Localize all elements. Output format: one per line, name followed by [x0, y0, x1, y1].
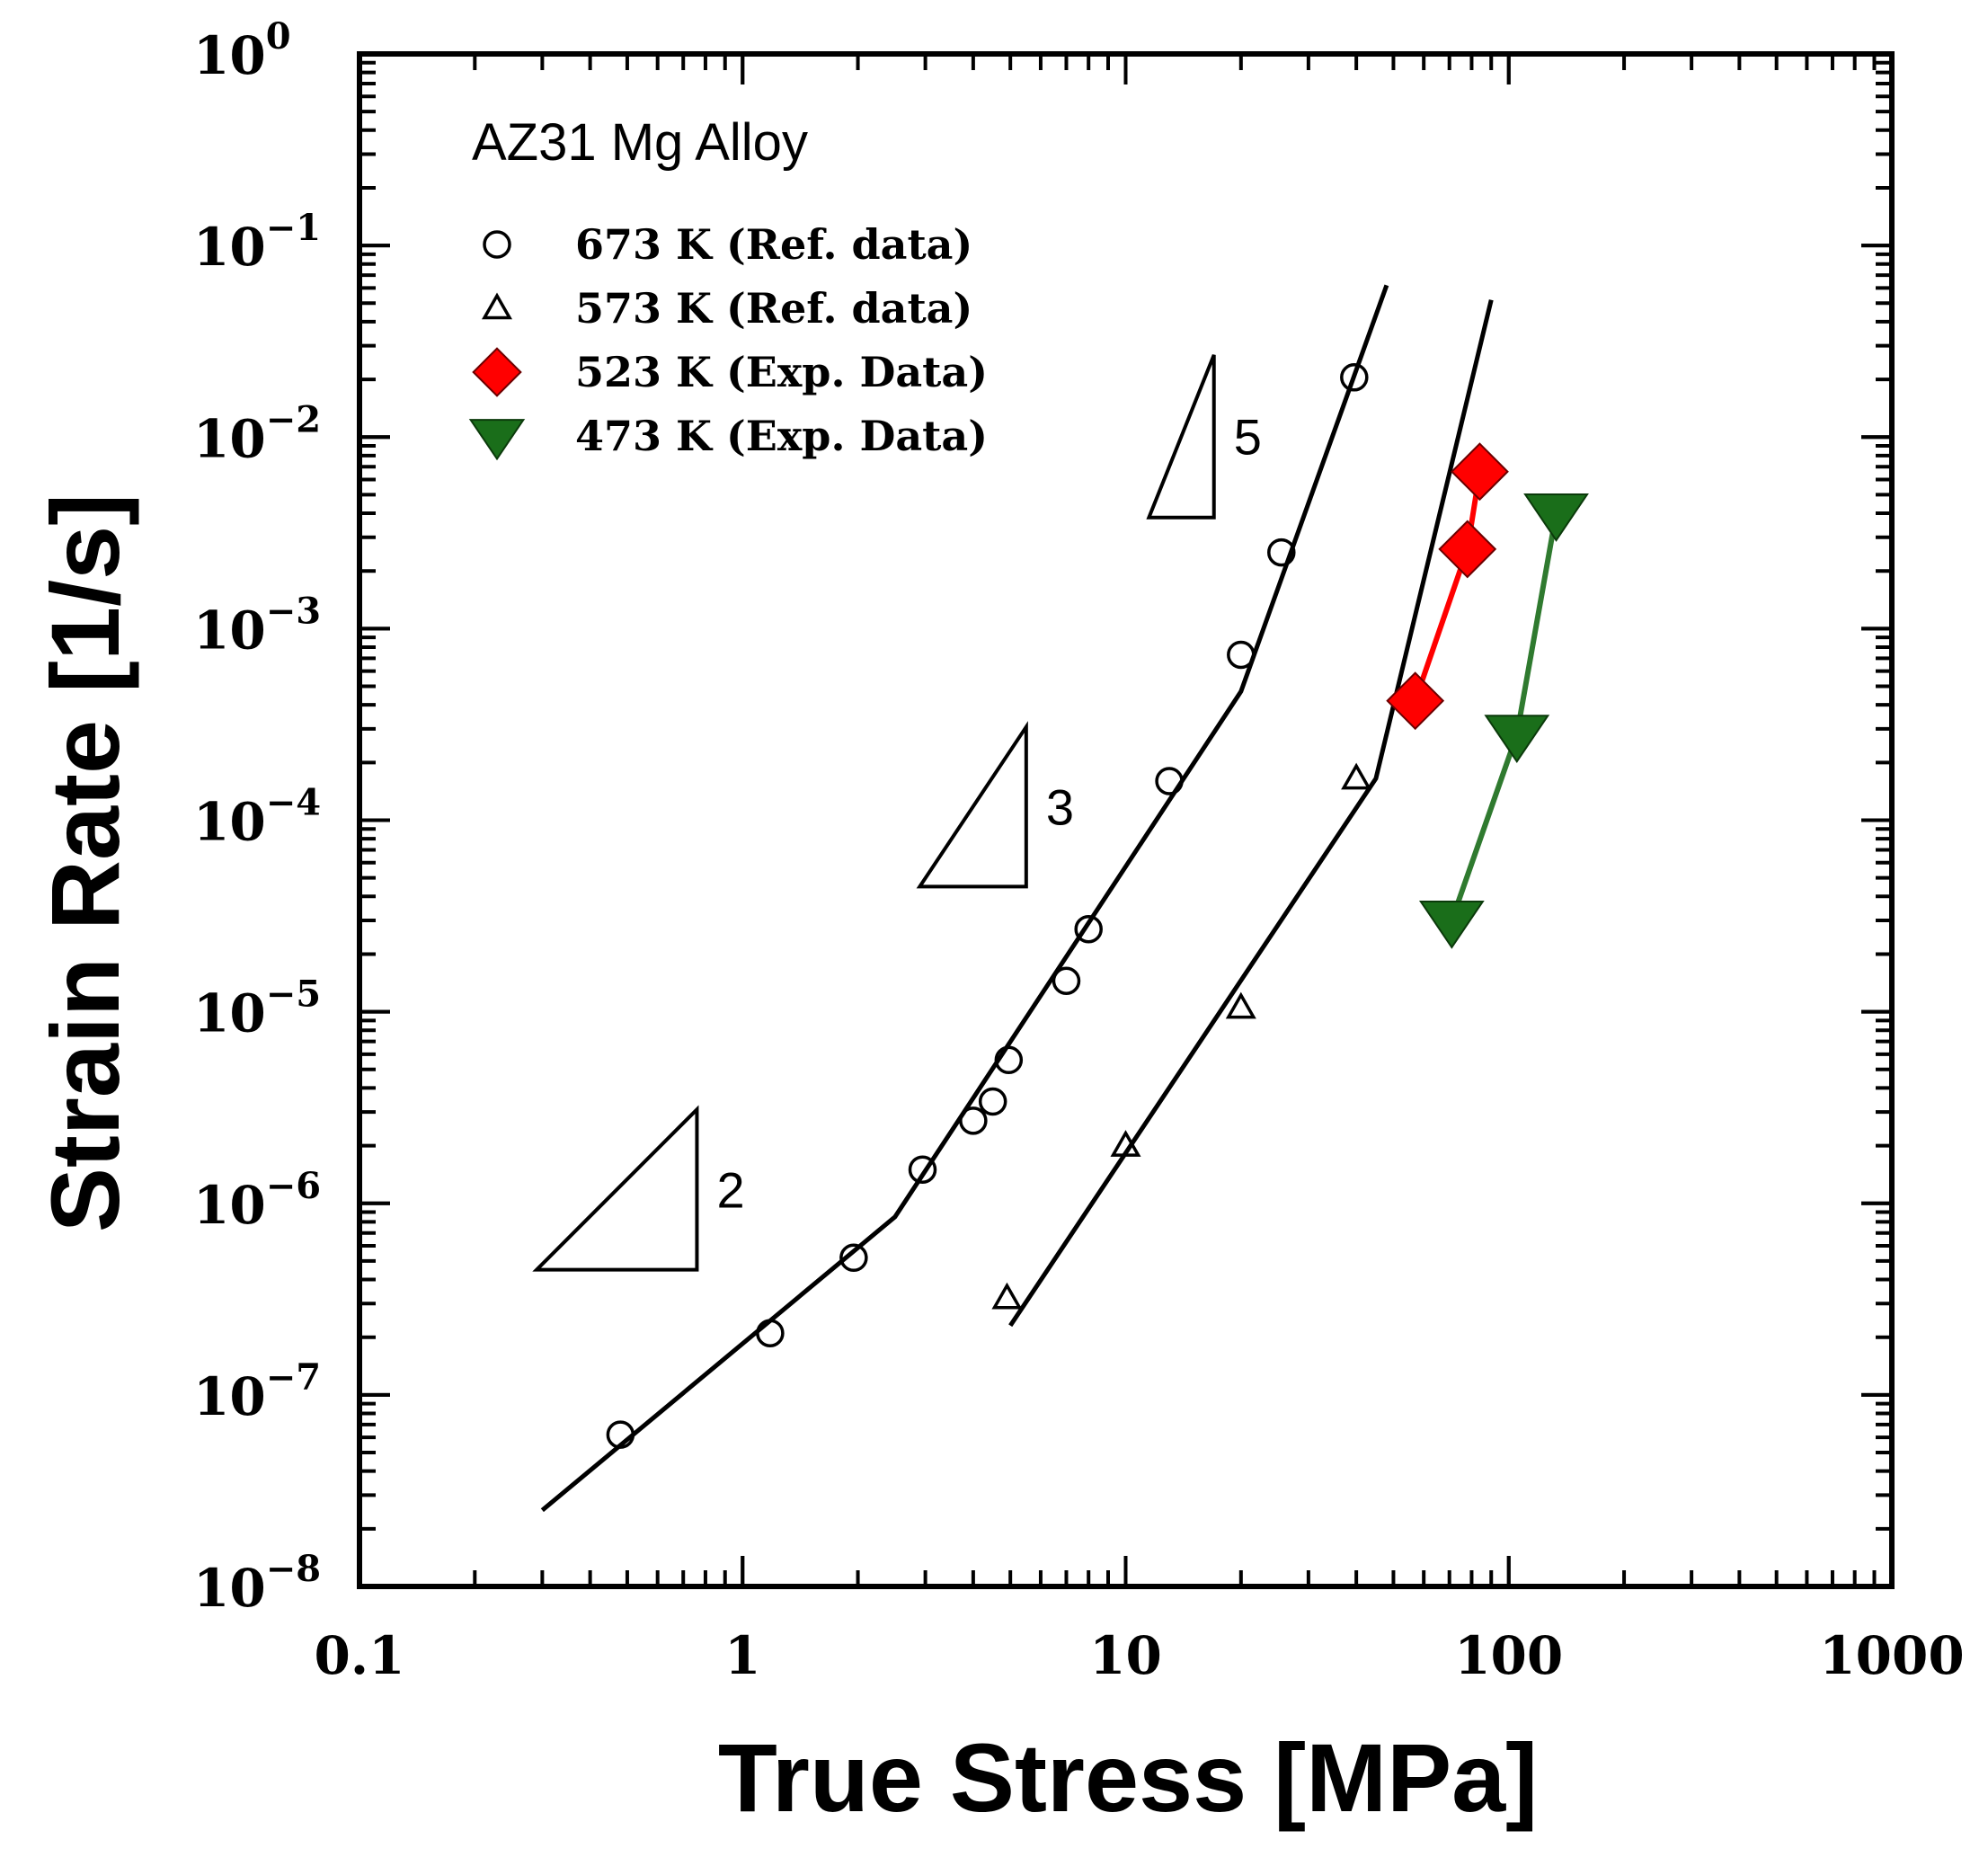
legend-marker [468, 419, 526, 461]
data-point [991, 1282, 1023, 1310]
x-tick-label: 1000 [1819, 1625, 1964, 1686]
y-tick-base: 10 [193, 1366, 266, 1427]
series-1 [991, 762, 1372, 1310]
legend-label: 473 K (Exp. Data) [575, 412, 988, 460]
data-point [1341, 762, 1372, 790]
fit-line [540, 284, 1389, 1513]
data-point [1418, 900, 1485, 949]
data-point [1074, 914, 1103, 944]
fit-lines [540, 284, 1494, 1513]
x-axis-title: True Stress [MPa] [718, 1723, 1538, 1832]
y-tick-label: 10−2 [193, 398, 321, 469]
slope-triangles: 2 3 5 [532, 354, 1262, 1272]
data-point [606, 1420, 635, 1449]
legend-label: 573 K (Ref. data) [575, 284, 972, 333]
slope-triangle [1146, 354, 1216, 520]
y-tick-label: 10−3 [193, 590, 321, 661]
series-3 [1418, 493, 1589, 949]
y-tick-label: 10−1 [193, 207, 321, 278]
y-tick-exponent: −3 [266, 590, 321, 632]
data-point [959, 1106, 988, 1135]
data-point [1110, 1130, 1141, 1157]
data-point [1267, 538, 1296, 567]
data-point [1225, 991, 1256, 1019]
data-point [994, 1045, 1024, 1075]
y-tick-base: 10 [193, 217, 266, 278]
x-tick-label: 0.1 [315, 1625, 405, 1686]
x-tick-label: 10 [1089, 1625, 1162, 1686]
y-tick-label: 10−6 [193, 1165, 321, 1236]
data-point [1052, 966, 1081, 995]
chart-title: AZ31 Mg Alloy [472, 113, 808, 172]
y-axis-title: Strain Rate [1/s] [31, 493, 139, 1232]
y-tick-exponent: −1 [266, 207, 321, 249]
data-point [1451, 442, 1509, 502]
data-point [1340, 363, 1369, 392]
x-tick-label: 100 [1454, 1625, 1563, 1686]
y-tick-base: 10 [193, 408, 266, 469]
y-tick-label: 10−8 [193, 1548, 321, 1619]
plot-frame [357, 51, 1895, 1589]
y-tick-exponent: −5 [266, 973, 321, 1016]
y-tick-base: 10 [193, 600, 266, 661]
legend-label: 673 K (Ref. data) [575, 220, 972, 269]
slope-triangle [532, 1105, 699, 1272]
data-point [1155, 767, 1184, 795]
legend-marker [483, 230, 511, 259]
legend-entry: 673 K (Ref. data) [483, 220, 972, 269]
y-tick-base: 10 [193, 1558, 266, 1619]
y-tick-base: 10 [193, 983, 266, 1044]
legend-marker [472, 347, 522, 397]
data-point [1523, 493, 1589, 542]
data-series [606, 363, 1589, 1449]
y-tick-exponent: −8 [266, 1548, 321, 1590]
y-tick-base: 10 [193, 25, 266, 86]
y-tick-exponent: −6 [266, 1165, 321, 1207]
data-point [1386, 671, 1445, 731]
y-tick-label: 10−5 [193, 973, 321, 1044]
slope-label: 2 [716, 1161, 744, 1218]
y-tick-label: 100 [193, 15, 291, 86]
y-tick-label: 10−7 [193, 1356, 321, 1427]
series-2 [1386, 442, 1509, 731]
x-tick-label: 1 [724, 1625, 760, 1686]
y-tick-label: 10−4 [193, 782, 321, 853]
legend-label: 523 K (Exp. Data) [575, 348, 988, 396]
slope-triangle [916, 721, 1028, 889]
data-point [756, 1319, 785, 1347]
series-line [1412, 471, 1483, 702]
slope-label: 5 [1234, 408, 1262, 465]
data-point [978, 1087, 1007, 1116]
y-tick-base: 10 [193, 1175, 266, 1236]
slope-label: 3 [1046, 779, 1074, 836]
data-point [908, 1155, 937, 1184]
legend-entry: 473 K (Exp. Data) [468, 412, 988, 461]
y-tick-exponent: 0 [266, 15, 291, 58]
legend: 673 K (Ref. data) 573 K (Ref. data) 523 K … [468, 220, 988, 461]
y-tick-exponent: −4 [266, 782, 321, 824]
series-0 [606, 363, 1369, 1449]
y-tick-exponent: −2 [266, 398, 321, 440]
y-tick-exponent: −7 [266, 1356, 321, 1399]
legend-entry: 573 K (Ref. data) [481, 284, 972, 333]
legend-entry: 523 K (Exp. Data) [472, 347, 988, 397]
data-point [1438, 520, 1497, 579]
x-tick-labels: 0.1 1 10 100 1000 [315, 1625, 1965, 1686]
legend-marker [481, 292, 513, 320]
y-tick-base: 10 [193, 792, 266, 853]
data-point [1227, 640, 1256, 670]
data-point [839, 1243, 868, 1273]
data-point [1484, 715, 1550, 763]
